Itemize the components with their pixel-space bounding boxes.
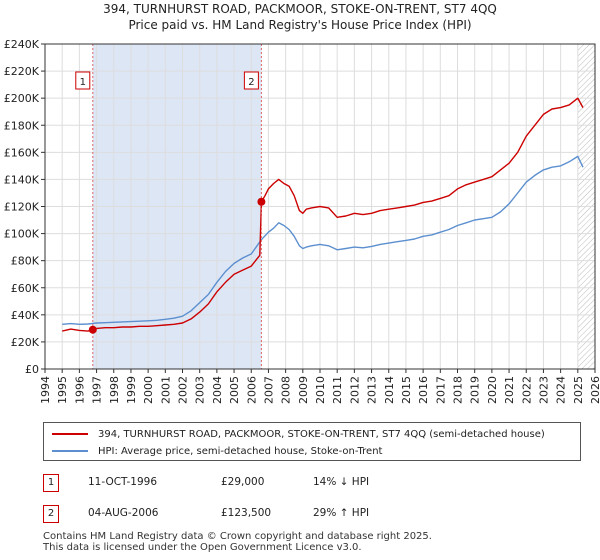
- y-tick-label: £140K: [4, 173, 40, 186]
- chart-subtitle: Price paid vs. HM Land Registry's House …: [128, 18, 472, 32]
- x-tick-label: 2017: [434, 376, 447, 404]
- x-tick-label: 2023: [537, 376, 550, 404]
- transaction-date: 04-AUG-2006: [88, 507, 159, 519]
- x-tick-label: 2008: [280, 376, 293, 404]
- x-tick-label: 2022: [520, 376, 533, 404]
- x-tick-label: 1996: [73, 376, 86, 404]
- x-tick-label: 1994: [39, 376, 52, 404]
- x-tick-label: 2000: [142, 376, 155, 404]
- legend-entry-hpi: HPI: Average price, semi-detached house,…: [52, 443, 382, 459]
- y-tick-label: £0: [25, 363, 39, 376]
- sale-marker-box: [243, 71, 259, 90]
- x-tick-label: 2016: [417, 376, 430, 404]
- transaction-hpi-diff: 29% ↑ HPI: [313, 507, 370, 519]
- x-tick-label: 2003: [194, 376, 207, 404]
- y-tick-label: £20K: [11, 336, 40, 349]
- sale-marker-label: 2: [248, 77, 254, 88]
- y-tick-label: £60K: [11, 282, 40, 295]
- x-tick-label: 2012: [348, 376, 361, 404]
- x-tick-label: 2001: [159, 376, 172, 404]
- transaction-price: £123,500: [221, 507, 272, 519]
- x-tick-label: 2002: [177, 376, 190, 404]
- y-tick-label: £40K: [11, 309, 40, 322]
- legend: 394, TURNHURST ROAD, PACKMOOR, STOKE-ON-…: [43, 422, 581, 461]
- x-tick-label: 2007: [262, 376, 275, 404]
- price-chart: 1 2 £0 £20K £40K £60K £80K £100K £120K £140K £160…: [4, 38, 600, 404]
- x-tick-label: 2014: [383, 376, 396, 404]
- y-tick-label: £240K: [4, 38, 40, 51]
- chart-title: 394, TURNHURST ROAD, PACKMOOR, STOKE-ON-…: [103, 2, 497, 16]
- x-tick-label: 2025: [572, 376, 585, 404]
- transaction-price: £29,000: [221, 476, 265, 488]
- y-tick-label: £180K: [4, 119, 40, 132]
- x-tick-label: 2005: [228, 376, 241, 404]
- x-tick-label: 2010: [314, 376, 327, 404]
- x-tick-label: 2004: [211, 376, 224, 404]
- x-tick-label: 2006: [245, 376, 258, 404]
- footer: Contains HM Land Registry data © Crown c…: [43, 531, 432, 553]
- y-tick-label: £220K: [4, 65, 40, 78]
- hpi-line: [62, 155, 584, 325]
- sale-point: [88, 325, 97, 334]
- y-tick-label: £100K: [4, 228, 40, 241]
- legend-swatch-property: [52, 433, 88, 435]
- y-tick-label: £160K: [4, 146, 40, 159]
- y-tick-label: £120K: [4, 201, 40, 214]
- footer-copyright: Contains HM Land Registry data © Crown c…: [43, 531, 432, 542]
- x-tick-label: 1997: [91, 376, 104, 404]
- legend-label-hpi: HPI: Average price, semi-detached house,…: [98, 445, 383, 457]
- x-tick-label: 2011: [331, 376, 344, 404]
- x-tick-label: 2020: [486, 376, 499, 404]
- x-tick-label: 1995: [56, 376, 69, 404]
- sale-point: [257, 197, 266, 206]
- transaction-date: 11-OCT-1996: [88, 476, 157, 488]
- y-tick-label: £80K: [11, 255, 40, 268]
- x-tick-label: 2026: [589, 376, 600, 404]
- x-tick-label: 2024: [555, 376, 568, 404]
- x-tick-label: 1999: [125, 376, 138, 404]
- x-tick-label: 1998: [108, 376, 121, 404]
- transaction-hpi-diff: 14% ↓ HPI: [313, 476, 370, 488]
- transaction-number: 1: [43, 474, 59, 492]
- x-tick-label: 2019: [469, 376, 482, 404]
- legend-label-property: 394, TURNHURST ROAD, PACKMOOR, STOKE-ON-…: [98, 428, 545, 440]
- property-price-line: [62, 97, 584, 332]
- x-tick-label: 2015: [400, 376, 413, 404]
- transaction-number: 2: [43, 505, 59, 523]
- legend-swatch-hpi: [52, 450, 88, 452]
- x-tick-label: 2013: [366, 376, 379, 404]
- x-tick-label: 2009: [297, 376, 310, 404]
- x-tick-label: 2018: [452, 376, 465, 404]
- sale-marker-label: 1: [80, 77, 86, 88]
- sale-marker-box: [75, 71, 91, 90]
- y-tick-label: £200K: [4, 92, 40, 105]
- legend-entry-property: 394, TURNHURST ROAD, PACKMOOR, STOKE-ON-…: [52, 426, 545, 442]
- x-tick-label: 2021: [503, 376, 516, 404]
- footer-licence: This data is licensed under the Open Gov…: [43, 542, 362, 553]
